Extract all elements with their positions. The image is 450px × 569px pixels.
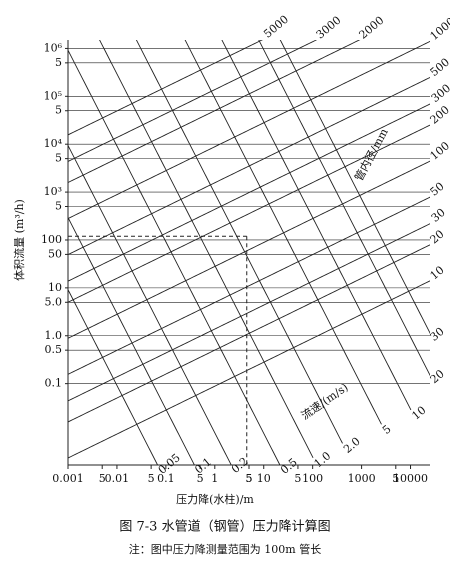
diameter-line [68, 40, 318, 162]
velocity-line-label: 10 [409, 404, 428, 423]
diameter-line-label: 3000 [314, 14, 344, 42]
y-tick-label: 50 [48, 247, 62, 260]
y-tick-label: 0.5 [45, 343, 63, 356]
velocity-line [184, 40, 382, 425]
y-tick-label: 5 [55, 104, 62, 117]
diameter-line-label: 5000 [261, 13, 291, 41]
x-tick-label: 5 [197, 472, 204, 485]
velocity-line [135, 40, 343, 444]
y-tick-label: 5.0 [45, 295, 63, 308]
x-tick-label: 5 [246, 472, 253, 485]
velocity-line [99, 40, 314, 459]
velocity-line-label: 5 [380, 422, 394, 436]
y-tick-label: 10³ [44, 185, 62, 198]
diameter-line-label: 300 [429, 82, 450, 105]
x-tick-label: 0.1 [157, 472, 175, 485]
velocity-line [68, 216, 195, 465]
x-tick-label: 5 [392, 472, 399, 485]
caption: 图 7-3 水管道（钢管）压力降计算图 [119, 520, 330, 535]
velocity-line [68, 49, 281, 465]
y-tick-label: 100 [41, 233, 62, 246]
diameter-line-label: 30 [429, 206, 448, 225]
diameter-line-label: 100 [428, 139, 450, 162]
diameter-line-label: 1000 [428, 15, 450, 43]
velocity-line [258, 40, 430, 377]
note: 注：图中压力降测量范围为 100m 管长 [129, 542, 321, 556]
x-tick-label: 5 [246, 472, 253, 485]
y-tick-label: 10⁵ [44, 89, 62, 102]
diameter-line-label: 2000 [357, 14, 387, 42]
velocity-line [279, 40, 430, 334]
x-tick-label: 5 [99, 472, 106, 485]
y-tick-label: 5 [55, 152, 62, 165]
y-tick-label: 10 [48, 281, 62, 294]
velocity-line [68, 288, 159, 465]
x-tick-label: 10 [257, 472, 271, 485]
diameter-line-label: 200 [428, 103, 450, 126]
diameter-line-label: 10 [428, 263, 447, 282]
diameter-line-label: 50 [428, 180, 447, 199]
x-tick-label: 5 [148, 472, 155, 485]
x-axis-label: 压力降(水柱)/m [176, 492, 254, 506]
velocity-line-label: 1.0 [312, 449, 334, 470]
x-tick-label: 10000 [393, 472, 428, 485]
velocity-line [221, 40, 412, 411]
velocity-line-label: 20 [428, 367, 447, 386]
y-tick-label: 0.1 [45, 377, 63, 390]
plot-area [68, 40, 430, 465]
y-tick-label: 5 [55, 200, 62, 213]
x-tick-label: 5 [294, 472, 301, 485]
y-axis-label: 体积流量 (m³/h) [12, 199, 26, 281]
x-tick-label: 0.01 [105, 472, 130, 485]
diameter-line-label: 20 [428, 227, 447, 246]
velocity-label: 流速/(m/s) [298, 380, 350, 422]
y-tick-label: 10⁴ [44, 137, 63, 150]
y-tick-label: 5 [55, 56, 62, 69]
x-tick-label: 100 [302, 472, 323, 485]
diameter-line-label: 500 [428, 56, 450, 79]
velocity-line [68, 144, 232, 465]
velocity-line-label: 30 [428, 325, 447, 344]
y-tick-label: 1.0 [45, 329, 63, 342]
x-tick-label: 1000 [348, 472, 376, 485]
x-tick-label: 1 [211, 472, 218, 485]
velocity-line-label: 2.0 [341, 435, 363, 456]
y-tick-label: 10⁶ [44, 41, 63, 54]
x-tick-label: 0.001 [52, 472, 84, 485]
